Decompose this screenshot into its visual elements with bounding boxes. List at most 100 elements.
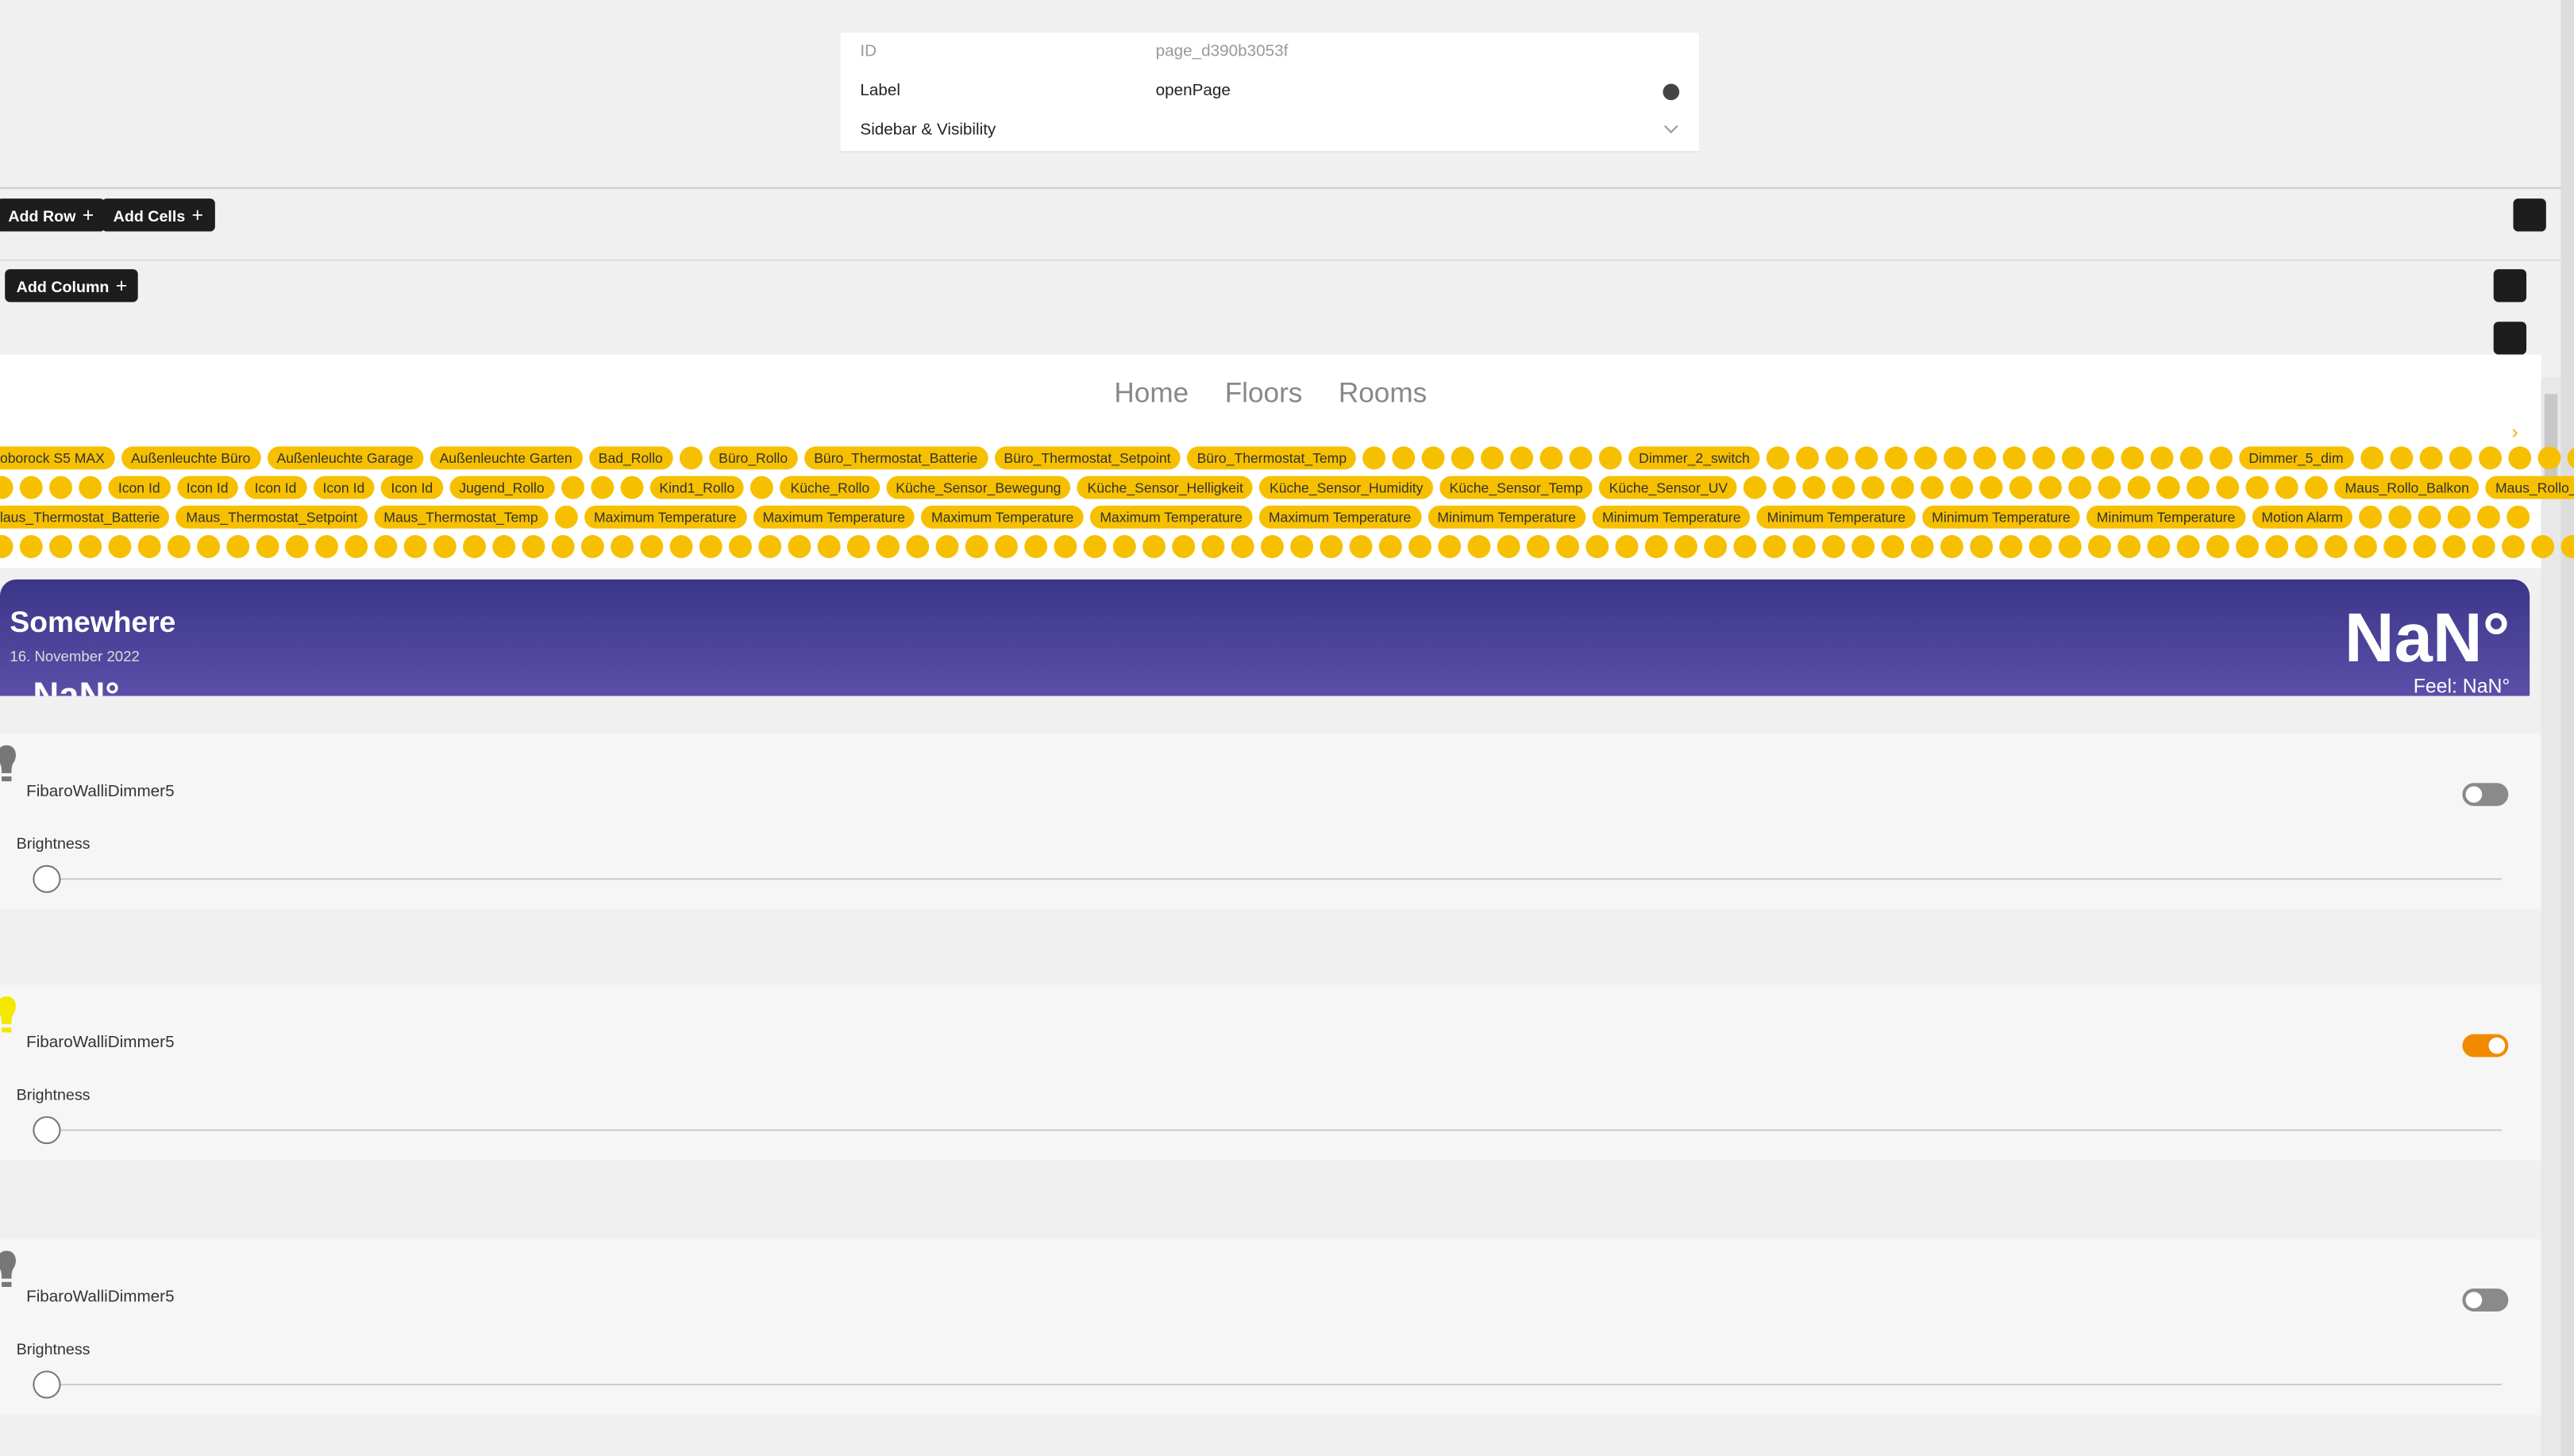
item-dot[interactable] [1825, 446, 1848, 470]
item-dot[interactable] [1362, 446, 1386, 470]
item-dot[interactable] [2418, 505, 2442, 529]
item-dot[interactable] [2246, 476, 2270, 499]
page-scrollbar[interactable] [2561, 0, 2574, 1456]
item-dot[interactable] [1943, 446, 1967, 470]
item-dot[interactable] [2029, 535, 2052, 558]
item-dot[interactable] [2117, 535, 2141, 558]
item-dot[interactable] [1913, 446, 1937, 470]
item-chip[interactable]: Maus_Thermostat_Setpoint [175, 505, 368, 529]
item-dot[interactable] [2448, 505, 2472, 529]
item-dot[interactable] [2507, 446, 2531, 470]
item-chip[interactable]: Icon Id [176, 476, 238, 499]
item-chip[interactable]: Maximum Temperature [753, 505, 915, 529]
item-dot[interactable] [817, 535, 841, 558]
item-dot[interactable] [1774, 476, 1797, 499]
item-dot[interactable] [2413, 535, 2437, 558]
item-dot[interactable] [1112, 535, 1136, 558]
item-dot[interactable] [1881, 535, 1905, 558]
item-dot[interactable] [2206, 535, 2229, 558]
item-dot[interactable] [935, 535, 959, 558]
row-settings-button[interactable] [2493, 269, 2527, 302]
item-dot[interactable] [2039, 476, 2063, 499]
item-dot[interactable] [285, 535, 309, 558]
toggle[interactable] [2462, 783, 2509, 807]
slider-thumb[interactable] [33, 1370, 61, 1399]
item-dot[interactable] [1143, 535, 1166, 558]
item-dot[interactable] [580, 535, 604, 558]
item-dot[interactable] [2150, 446, 2174, 470]
item-dot[interactable] [2531, 535, 2555, 558]
item-dot[interactable] [1570, 446, 1593, 470]
item-dot[interactable] [2058, 535, 2082, 558]
item-dot[interactable] [551, 535, 575, 558]
item-dot[interactable] [2009, 476, 2033, 499]
item-dot[interactable] [1024, 535, 1048, 558]
item-dot[interactable] [19, 476, 43, 499]
item-dot[interactable] [2179, 446, 2203, 470]
item-dot[interactable] [1733, 535, 1757, 558]
item-dot[interactable] [167, 535, 191, 558]
item-chip[interactable]: Außenleuchte Garage [267, 446, 423, 470]
item-dot[interactable] [433, 535, 457, 558]
item-chip[interactable]: Küche_Sensor_Bewegung [885, 476, 1071, 499]
item-dot[interactable] [1980, 476, 2004, 499]
item-dot[interactable] [492, 535, 516, 558]
item-dot[interactable] [1526, 535, 1550, 558]
item-dot[interactable] [1972, 446, 1996, 470]
add-column-button[interactable]: Add Column + [5, 269, 139, 302]
item-chip[interactable]: Bad_Rollo [588, 446, 673, 470]
item-dot[interactable] [1320, 535, 1343, 558]
item-chip[interactable]: Icon Id [245, 476, 306, 499]
item-dot[interactable] [2305, 476, 2329, 499]
toolbar-button[interactable]: Add Cells + [102, 198, 215, 232]
item-dot[interactable] [640, 535, 664, 558]
item-chip[interactable]: Maximum Temperature [921, 505, 1084, 529]
item-dot[interactable] [1940, 535, 1963, 558]
item-dot[interactable] [1951, 476, 1975, 499]
item-dot[interactable] [2176, 535, 2200, 558]
item-dot[interactable] [49, 476, 72, 499]
toolbar-button[interactable]: Add Row + [0, 198, 106, 232]
item-dot[interactable] [1054, 535, 1077, 558]
item-dot[interactable] [2359, 505, 2383, 529]
item-dot[interactable] [2418, 446, 2442, 470]
item-chip[interactable]: Außenleuchte Büro [121, 446, 260, 470]
item-chip[interactable]: laus_Thermostat_Batterie [0, 505, 170, 529]
item-dot[interactable] [2502, 535, 2525, 558]
item-chip[interactable]: Küche_Sensor_Helligkeit [1077, 476, 1254, 499]
item-dot[interactable] [2472, 535, 2495, 558]
row-layout-button[interactable] [2513, 198, 2546, 232]
item-dot[interactable] [590, 476, 614, 499]
item-dot[interactable] [2389, 446, 2413, 470]
item-dot[interactable] [522, 535, 545, 558]
toggle[interactable] [2462, 1034, 2509, 1057]
item-dot[interactable] [2275, 476, 2299, 499]
item-chip[interactable]: Motion Alarm [2251, 505, 2353, 529]
item-dot[interactable] [2121, 446, 2144, 470]
item-dot[interactable] [197, 535, 221, 558]
item-dot[interactable] [1378, 535, 1402, 558]
item-dot[interactable] [2442, 535, 2466, 558]
item-dot[interactable] [1497, 535, 1520, 558]
item-dot[interactable] [1201, 535, 1225, 558]
item-dot[interactable] [19, 535, 43, 558]
item-dot[interactable] [79, 535, 102, 558]
item-dot[interactable] [2448, 446, 2472, 470]
item-chip[interactable]: Küche_Rollo [780, 476, 880, 499]
item-chip[interactable]: Küche_Sensor_UV [1599, 476, 1738, 499]
item-dot[interactable] [1349, 535, 1373, 558]
item-dot[interactable] [2209, 446, 2233, 470]
item-dot[interactable] [2032, 446, 2056, 470]
slider-track[interactable] [33, 1383, 2503, 1386]
item-dot[interactable] [669, 535, 693, 558]
item-dot[interactable] [788, 535, 811, 558]
slider-thumb[interactable] [33, 865, 61, 893]
item-chip[interactable]: Maus_Rollo_Balkon [2335, 476, 2480, 499]
item-dot[interactable] [2128, 476, 2152, 499]
next-arrow[interactable]: › [2511, 420, 2518, 444]
item-dot[interactable] [1599, 446, 1623, 470]
item-dot[interactable] [1467, 535, 1491, 558]
item-dot[interactable] [1792, 535, 1816, 558]
nav-tab[interactable]: Floors [1224, 377, 1303, 409]
item-dot[interactable] [374, 535, 398, 558]
